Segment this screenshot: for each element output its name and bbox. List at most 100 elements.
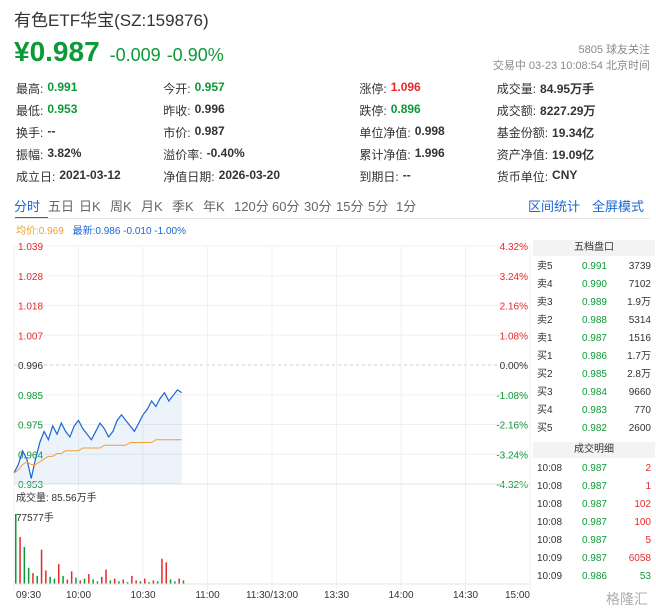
followers-count[interactable]: 5805 球友关注 xyxy=(578,44,650,56)
price-change: -0.009 xyxy=(109,45,161,65)
pct-tick-label: 1.08% xyxy=(500,331,528,342)
stat-label: 振幅: xyxy=(16,148,44,162)
stat-value: 0.996 xyxy=(194,102,225,116)
trade-time: 10:08 xyxy=(537,481,563,492)
order-volume: 9660 xyxy=(628,387,651,398)
intraday-chart-svg[interactable]: 1.039 4.32% 1.028 3.24% 1.018 2.16% 1.007 1.08%… xyxy=(0,236,532,613)
stat-label: 单位净值: xyxy=(359,126,411,140)
volume-bar xyxy=(131,575,133,584)
x-tick-label: 11:00 xyxy=(195,590,220,601)
tab-9[interactable]: 60分 xyxy=(272,199,300,214)
stat-label: 成立日: xyxy=(16,170,56,184)
y-tick-label: 0.985 xyxy=(18,391,43,402)
order-book-row: 买5 0.982 2600 xyxy=(533,420,655,438)
stat-label: 换手: xyxy=(16,126,44,140)
trade-row: 10:08 0.987 102 xyxy=(533,496,655,514)
volume-bar xyxy=(156,581,159,584)
tab-1[interactable]: 分时 xyxy=(14,199,41,214)
tab-13[interactable]: 1分 xyxy=(396,199,417,214)
volume-bar xyxy=(178,578,180,584)
tab-2[interactable]: 五日 xyxy=(48,199,75,214)
tab-6[interactable]: 季K xyxy=(172,199,194,214)
volume-bar xyxy=(79,580,81,584)
volume-bar xyxy=(58,564,60,584)
range-stats-button[interactable]: 区间统计 xyxy=(527,199,580,214)
order-volume: 5314 xyxy=(628,315,651,326)
x-tick-label: 14:00 xyxy=(388,590,413,601)
tab-7[interactable]: 年K xyxy=(203,199,225,214)
volume-bar xyxy=(70,571,73,584)
volume-bar xyxy=(62,575,64,584)
volume-bar xyxy=(45,570,47,584)
trade-time: 10:08 xyxy=(537,517,563,528)
stat-label: 资产净值: xyxy=(496,148,549,162)
stat-label: 溢价率: xyxy=(163,148,203,162)
stat-value: 0.953 xyxy=(47,102,78,116)
stat-row: 最低: 0.953 昨收: 0.996 跌停: 0.896 成交额: 8227.29万 xyxy=(16,102,646,124)
volume-bar xyxy=(27,567,30,584)
order-level-label: 卖3 xyxy=(537,297,553,308)
y-tick-label: 0.996 xyxy=(18,361,43,372)
quote-stats: 最高: 0.991 今开: 0.957 涨停: 1.096 成交量: 84.95万手 最低: 0.… xyxy=(16,80,646,190)
chart-legend: 均价:0.969 最新:0.986 -0.010 -1.00% xyxy=(16,222,186,237)
x-tick-label: 11:30/13:00 xyxy=(246,590,299,601)
order-book-row: 买3 0.984 9660 xyxy=(533,384,655,402)
price-row: ¥0.987 -0.009 -0.90% xyxy=(14,36,224,68)
trade-detail-title: 成交明细 xyxy=(533,442,655,458)
trade-volume: 1 xyxy=(645,481,651,492)
volume-bar xyxy=(105,569,107,584)
trade-time: 10:09 xyxy=(537,571,563,582)
volume-bar xyxy=(109,580,112,584)
pct-tick-label: 4.32% xyxy=(500,242,528,253)
order-level-label: 买3 xyxy=(537,387,553,398)
y-tick-label: 1.028 xyxy=(18,272,43,283)
tab-4[interactable]: 周K xyxy=(110,199,132,214)
x-tick-label: 09:30 xyxy=(16,590,41,601)
stat-cell: 昨收: 0.996 xyxy=(163,102,359,124)
order-book-panel: 五档盘口 卖5 0.991 3739 卖4 0.990 7102 卖3 0.989 1.9万 卖2… xyxy=(533,240,655,586)
trade-volume: 53 xyxy=(639,571,651,582)
volume-bar xyxy=(75,577,77,584)
order-price: 0.989 xyxy=(581,297,607,308)
tab-10[interactable]: 30分 xyxy=(304,199,332,214)
trade-price: 0.987 xyxy=(581,499,607,510)
order-level-label: 买5 xyxy=(537,423,553,434)
y-tick-label: 1.039 xyxy=(18,242,43,253)
y-tick-label: 1.007 xyxy=(18,331,43,342)
volume-bar xyxy=(66,579,69,584)
volume-bar xyxy=(40,549,43,584)
trade-volume: 5 xyxy=(645,535,651,546)
stat-cell: 今开: 0.957 xyxy=(163,80,359,102)
trade-time: 10:08 xyxy=(537,463,563,474)
trade-volume: 102 xyxy=(634,499,651,510)
tab-8[interactable]: 120分 xyxy=(234,199,269,214)
stat-value: 2026-03-20 xyxy=(218,168,281,182)
trade-time: 10:09 xyxy=(537,553,563,564)
watermark-logo: 格隆汇 xyxy=(606,591,648,607)
tab-3[interactable]: 日K xyxy=(79,199,101,214)
trade-volume: 100 xyxy=(634,517,651,528)
stat-row: 换手: -- 市价: 0.987 单位净值: 0.998 基金份额: 19.34亿 xyxy=(16,124,646,146)
order-book-title: 五档盘口 xyxy=(533,240,655,256)
trade-price: 0.987 xyxy=(581,553,607,564)
stat-cell: 成交额: 8227.29万 xyxy=(497,102,646,124)
stat-label: 成交量: xyxy=(496,82,537,96)
stat-value: 1.096 xyxy=(390,80,421,94)
pct-tick-label: 2.16% xyxy=(500,302,528,313)
order-book-row: 买1 0.986 1.7万 xyxy=(533,348,655,366)
fullscreen-button[interactable]: 全屏模式 xyxy=(591,199,644,214)
stat-cell: 到期日: -- xyxy=(359,168,496,190)
volume-bar xyxy=(169,579,172,584)
y-tick-label: 1.018 xyxy=(18,302,43,313)
stat-value: -- xyxy=(402,168,411,182)
order-volume: 3739 xyxy=(628,261,651,272)
tab-11[interactable]: 15分 xyxy=(336,199,364,214)
volume-bar xyxy=(165,562,167,584)
tab-12[interactable]: 5分 xyxy=(368,199,389,214)
order-price: 0.990 xyxy=(581,279,607,290)
intraday-chart[interactable]: 1.039 4.32% 1.028 3.24% 1.018 2.16% 1.007 1.08%… xyxy=(0,236,532,613)
tab-5[interactable]: 月K xyxy=(141,199,163,214)
follow-info: 5805 球友关注 交易中 03-23 10:08:54 北京时间 xyxy=(493,42,650,74)
order-level-label: 卖5 xyxy=(537,261,553,272)
volume-bar xyxy=(49,576,51,584)
